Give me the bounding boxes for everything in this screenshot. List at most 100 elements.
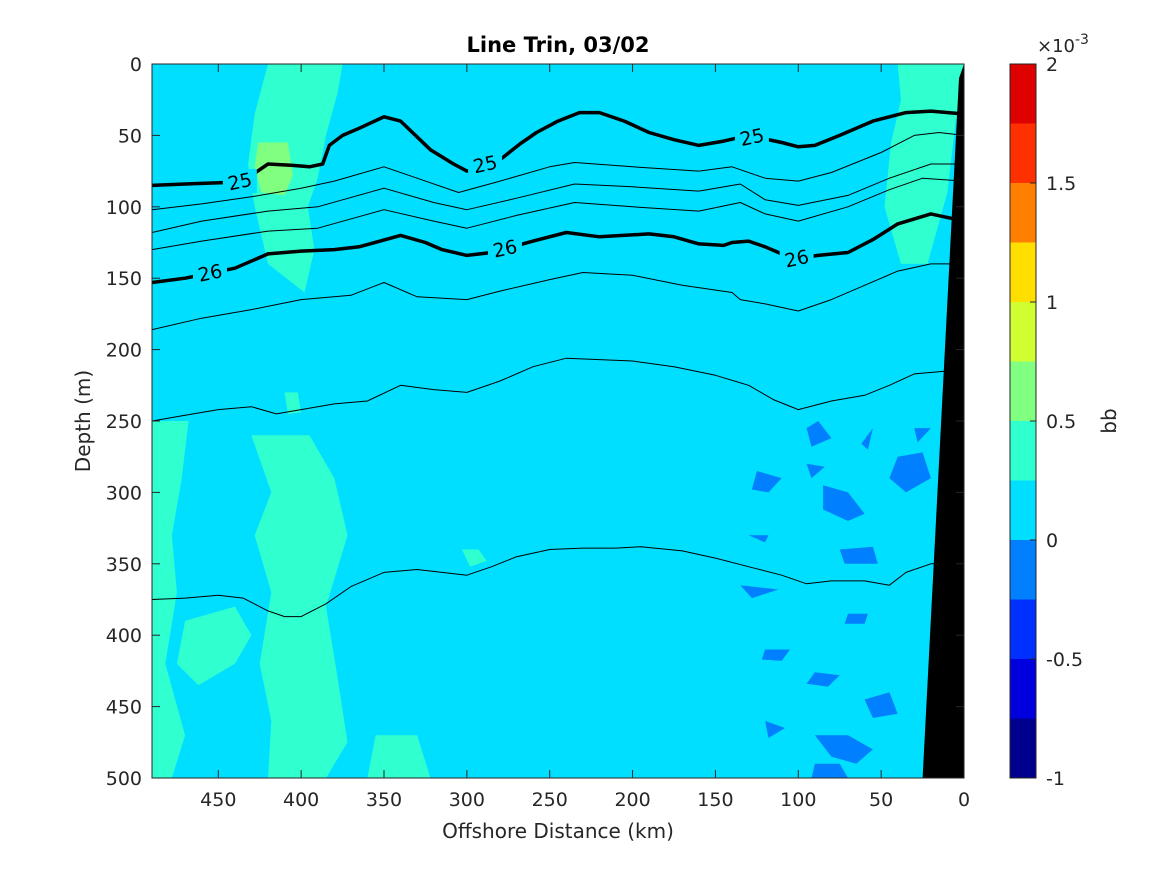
isoline-label: 25: [471, 152, 499, 179]
isoline-labels: 25 25 25 26 26 26: [193, 125, 814, 287]
isoline-label: 26: [783, 246, 811, 273]
y-tick-label: 100: [106, 197, 142, 219]
colorbar-exponent: ×10-3: [1037, 32, 1089, 57]
contour-fill-regions: [152, 64, 964, 778]
isoline: [152, 357, 964, 422]
colorbar-tick-label: -0.5: [1046, 649, 1083, 671]
colorbar-tick-label: 1: [1046, 292, 1058, 314]
colorbar-swatch: [1010, 540, 1036, 600]
y-tick-label: 500: [106, 768, 142, 790]
y-tick-label: 300: [106, 482, 142, 504]
colorbar-ticks: 2 1.5 1 0.5 0 -0.5 -1: [1030, 54, 1083, 790]
contour-fill-patch: [461, 549, 487, 567]
isoline-label-bg: [468, 151, 503, 176]
contour-fill-patch: [751, 471, 782, 493]
colorbar-swatch: [1010, 659, 1036, 719]
contour-fill-patch: [864, 692, 898, 718]
y-axis-ticks: 0 50 100 150 200 250 300 350 400 450 500: [106, 54, 964, 790]
contour-fill-patch: [367, 735, 431, 778]
x-tick-label: 0: [958, 789, 970, 811]
colorbar-swatch: [1010, 183, 1036, 243]
contour-fill-patch: [844, 613, 868, 624]
isoline-label-bg: [779, 246, 814, 271]
isoline-label: 26: [491, 236, 519, 263]
contour-fill-patch: [839, 546, 878, 564]
isoline: [152, 132, 964, 211]
contour-fill-patch: [806, 463, 825, 479]
contour-fill-patch: [176, 606, 252, 686]
colorbar-swatch: [1010, 718, 1036, 778]
contour-fill-patch: [254, 142, 293, 196]
isoline-label: 26: [196, 260, 224, 287]
x-tick-label: 450: [200, 789, 236, 811]
y-tick-label: 50: [118, 125, 142, 147]
coast-mask: [922, 64, 964, 778]
colorbar-swatch: [1010, 361, 1036, 421]
y-tick-label: 200: [106, 340, 142, 362]
contour-fill-patch: [152, 421, 189, 778]
y-tick-label: 450: [106, 697, 142, 719]
contour-fill-patch: [806, 672, 840, 687]
isoline: [152, 546, 964, 618]
isoline-label-bg: [734, 124, 769, 149]
colorbar-exponent-base: ×10: [1037, 36, 1075, 57]
y-tick-label: 0: [130, 54, 142, 76]
contour-fill-patch: [814, 735, 873, 764]
isoline-label: 25: [738, 125, 766, 152]
colorbar: [1010, 64, 1036, 778]
x-tick-label: 50: [869, 789, 893, 811]
contour-fill-patch: [761, 649, 790, 661]
x-tick-label: 200: [614, 789, 650, 811]
colorbar-tick-label: 0.5: [1046, 411, 1076, 433]
contour-fill-patch: [861, 428, 873, 450]
contour-fill-patch: [914, 428, 931, 443]
x-tick-label: 150: [697, 789, 733, 811]
colorbar-tick-label: 2: [1046, 54, 1058, 76]
contour-fill-patch: [740, 585, 779, 599]
colorbar-swatch: [1010, 64, 1036, 124]
colorbar-swatch: [1010, 599, 1036, 659]
x-tick-label: 350: [366, 789, 402, 811]
colorbar-exponent-power: -3: [1075, 32, 1089, 48]
isoline-label: 25: [226, 169, 254, 196]
y-tick-label: 350: [106, 554, 142, 576]
isoline: [152, 109, 964, 188]
isoline-label-bg: [487, 236, 522, 261]
colorbar-swatch: [1010, 242, 1036, 302]
contour-fill-patch: [806, 421, 832, 447]
isoline: [152, 263, 964, 331]
contour-fill-patch: [811, 763, 848, 778]
isoline-label-bg: [222, 169, 257, 194]
contour-fill-patch: [284, 392, 302, 414]
contour-fill-patch: [823, 485, 865, 521]
plot-area: [152, 64, 964, 778]
x-tick-label: 300: [449, 789, 485, 811]
x-tick-label: 400: [283, 789, 319, 811]
contour-fill-patch: [748, 535, 769, 543]
chart-title: Line Trin, 03/02: [466, 33, 649, 57]
contour-fill-patch: [248, 64, 343, 293]
isoline: [152, 177, 964, 251]
contour-fill-patch: [251, 435, 348, 778]
x-tick-label: 250: [532, 789, 568, 811]
colorbar-tick-label: -1: [1046, 768, 1065, 790]
colorbar-swatch: [1010, 480, 1036, 540]
isoline: [152, 163, 964, 233]
x-axis-ticks: 450 400 350 300 250 200 150 100 50 0: [200, 64, 970, 811]
contour-fill-patch: [889, 452, 931, 493]
colorbar-label: bb: [1097, 408, 1121, 433]
x-tick-label: 100: [780, 789, 816, 811]
colorbar-tick-label: 1.5: [1046, 173, 1076, 195]
y-tick-label: 150: [106, 268, 142, 290]
y-tick-label: 250: [106, 411, 142, 433]
colorbar-swatch: [1010, 123, 1036, 183]
colorbar-swatch: [1010, 302, 1036, 362]
colorbar-tick-label: 0: [1046, 530, 1058, 552]
density-isolines: [152, 109, 964, 618]
isoline: [152, 212, 964, 285]
isoline-label-bg: [193, 260, 227, 285]
colorbar-swatch: [1010, 421, 1036, 481]
contour-fill-patch: [765, 720, 785, 738]
y-tick-label: 400: [106, 625, 142, 647]
